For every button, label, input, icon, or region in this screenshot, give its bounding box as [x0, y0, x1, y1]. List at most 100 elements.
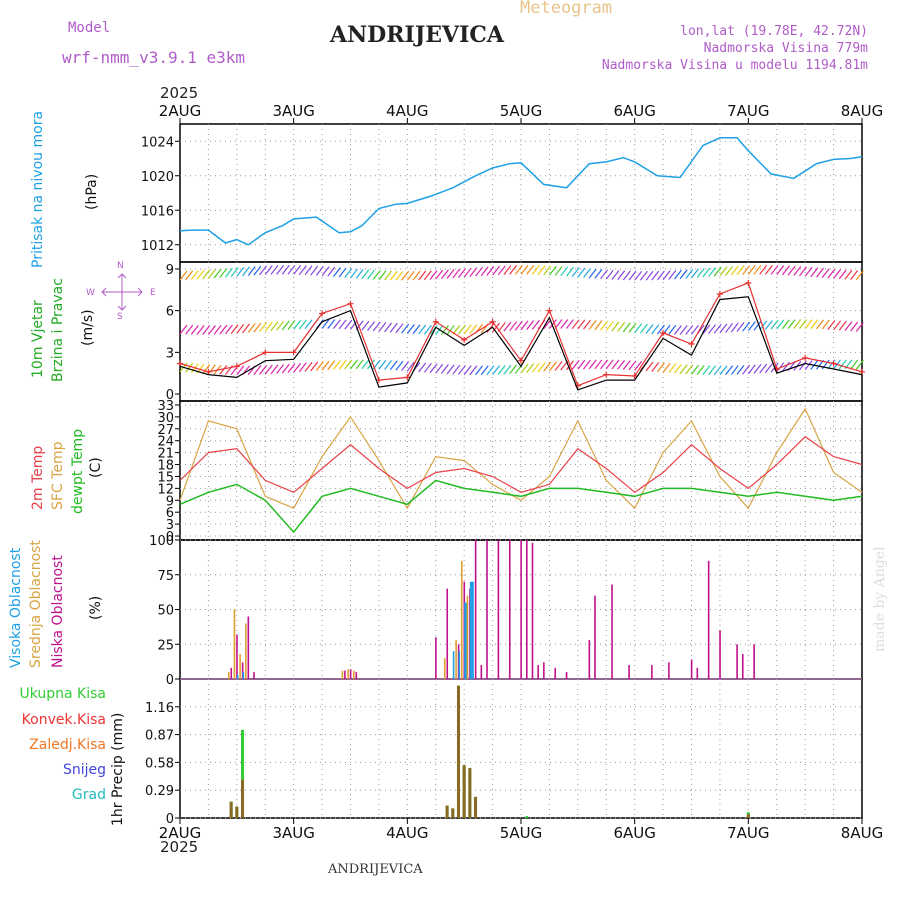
- wind-flag: [668, 325, 677, 335]
- wind-flag: [548, 265, 557, 276]
- wind-flag: [259, 365, 268, 375]
- wind-flag: [696, 365, 705, 375]
- wind-flag: [480, 266, 489, 277]
- wind-flag: [554, 319, 563, 329]
- mid-cloud-bar: [227, 672, 230, 679]
- mid-cloud-bar: [245, 623, 247, 679]
- wind-flag: [855, 322, 864, 332]
- wind-flag: [799, 266, 807, 277]
- wind-flag: [736, 322, 745, 332]
- wind-flag: [458, 365, 466, 375]
- wind-gust-marker: [177, 360, 183, 367]
- wind-flag: [475, 266, 484, 277]
- wind-flag: [423, 324, 432, 335]
- wind-flag: [253, 365, 262, 375]
- wind-flag: [219, 268, 228, 278]
- wind-flag: [412, 324, 421, 335]
- wind-flag: [395, 270, 404, 281]
- wind-flag: [543, 265, 552, 276]
- wind-flag: [446, 364, 455, 375]
- mid-cloud-bar: [341, 670, 344, 679]
- low-cloud-bar: [435, 637, 437, 679]
- low-cloud-bar: [594, 595, 596, 679]
- wind-flag: [759, 363, 768, 374]
- high-cloud-bar: [458, 651, 461, 679]
- wind-flag: [423, 362, 432, 373]
- wind-flag: [855, 270, 864, 281]
- wind-flag: [725, 323, 734, 333]
- wind-flag: [304, 319, 313, 330]
- wind-flag: [816, 319, 825, 330]
- y-tick-label: 24: [157, 435, 174, 450]
- wind-flag: [344, 319, 353, 330]
- wind-flag: [213, 324, 222, 335]
- wind-flag: [293, 265, 302, 275]
- wind-flag: [185, 270, 194, 281]
- wind-flag: [236, 365, 245, 376]
- wind-flag: [850, 359, 859, 370]
- wind-flag: [565, 266, 574, 277]
- wind-flag: [332, 319, 341, 330]
- wind-gust-marker: [319, 310, 326, 317]
- high-cloud-bar: [242, 672, 245, 679]
- compass-e: E: [150, 288, 156, 298]
- wind-flag: [617, 359, 626, 370]
- wind-flag: [787, 265, 796, 276]
- sfc-temp-line: [179, 407, 863, 510]
- wind-flag: [543, 361, 552, 372]
- x-tick-label-bottom: 7AUG: [727, 824, 769, 842]
- wind-flag: [418, 362, 427, 373]
- x-tick-label-top: 2AUG: [159, 102, 201, 120]
- wind-flag: [327, 319, 336, 329]
- convective-precip-bar: [746, 814, 750, 818]
- wind-flag: [344, 268, 353, 278]
- wind-flag: [531, 362, 540, 373]
- wind-gust-marker: [603, 371, 610, 378]
- wind-flag: [537, 362, 546, 373]
- y-tick-label: 0: [166, 812, 174, 827]
- wind-flag: [401, 361, 410, 371]
- wind-flag: [622, 360, 631, 370]
- wind-flag: [264, 321, 273, 332]
- wind-flag: [804, 266, 813, 277]
- low-cloud-bar: [554, 667, 557, 679]
- wind-flag: [708, 365, 717, 376]
- wind-flag: [833, 269, 842, 279]
- wind-flag: [520, 264, 529, 275]
- wind-flag: [401, 323, 410, 334]
- y-tick-label: 75: [157, 569, 174, 584]
- y-tick-label: 6: [166, 506, 174, 521]
- wind-flag: [821, 319, 830, 330]
- wind-flag: [242, 266, 250, 277]
- mid-cloud-bar: [347, 669, 349, 679]
- wind-flag: [617, 322, 626, 332]
- y-tick-label: 0: [166, 388, 174, 403]
- wind-flag: [270, 321, 279, 332]
- wind-flag: [753, 320, 762, 331]
- wind-flag: [253, 265, 262, 276]
- mid-cloud-bar: [239, 653, 241, 679]
- convective-precip-bar: [468, 768, 472, 818]
- wind-flag: [742, 321, 751, 332]
- wind-gust-marker: [830, 360, 837, 367]
- wind-flag: [486, 365, 495, 376]
- wind-flag: [736, 265, 745, 276]
- wind-gust-marker: [347, 300, 354, 307]
- wind-flag: [452, 268, 461, 279]
- y-tick-label: 25: [157, 638, 174, 653]
- wind-flag: [622, 270, 631, 281]
- wind-flag: [224, 267, 233, 278]
- wind-flag: [179, 324, 188, 335]
- wind-flag: [844, 321, 853, 331]
- wind-flag: [560, 319, 569, 329]
- wind-flag: [293, 319, 302, 330]
- wind-flag: [799, 360, 807, 371]
- wind-flag: [389, 270, 398, 281]
- wind-flag: [338, 359, 347, 370]
- x-tick-label-bottom: 2AUG: [159, 824, 201, 842]
- low-cloud-bar: [753, 644, 755, 679]
- wind-flag: [446, 269, 455, 279]
- convective-precip-bar: [456, 685, 460, 818]
- wind-flag: [719, 266, 728, 277]
- wind-flag: [594, 359, 603, 370]
